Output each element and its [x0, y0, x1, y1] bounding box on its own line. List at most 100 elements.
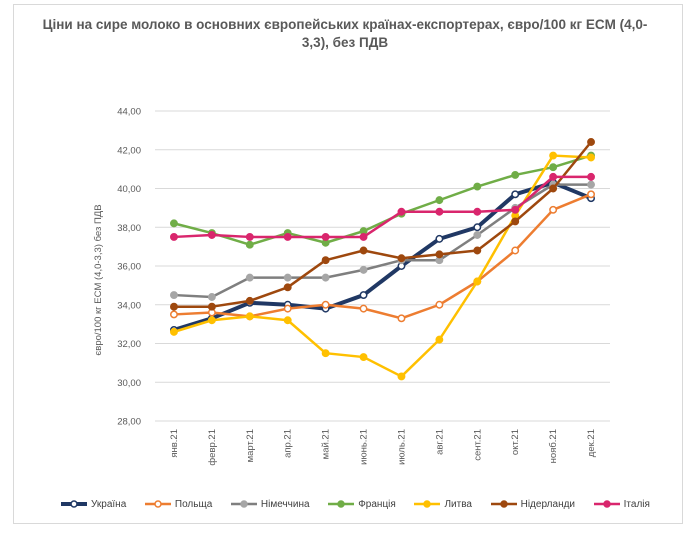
- x-tick-label: июль.21: [396, 429, 407, 465]
- data-point: [549, 205, 558, 214]
- data-point: [587, 172, 595, 181]
- data-point: [359, 246, 368, 255]
- data-point: [359, 232, 368, 241]
- series-line: [171, 180, 594, 332]
- legend-label: Італія: [623, 498, 650, 510]
- data-point: [283, 283, 292, 292]
- data-point: [207, 302, 216, 311]
- y-tick-label: 44,00: [117, 107, 141, 118]
- data-point: [397, 314, 406, 323]
- x-tick-label: авг.21: [434, 429, 445, 455]
- data-point: [435, 234, 444, 243]
- y-tick-label: 34,00: [117, 300, 141, 311]
- y-tick-label: 42,00: [117, 145, 141, 156]
- series-0: [170, 178, 595, 334]
- data-point: [511, 217, 520, 226]
- grid-lines: [155, 110, 610, 422]
- data-point: [207, 231, 216, 239]
- legend-label: Україна: [91, 498, 127, 510]
- x-tick-label: февр.21: [207, 429, 218, 466]
- data-point: [321, 349, 330, 358]
- data-point: [549, 172, 558, 181]
- legend-label: Нідерланди: [520, 498, 576, 510]
- data-point: [473, 246, 482, 255]
- data-point: [587, 153, 595, 162]
- data-point: [359, 304, 368, 313]
- data-point: [170, 302, 178, 311]
- legend-swatch: [61, 500, 87, 508]
- series-1: [170, 190, 595, 323]
- legend-label: Литва: [444, 498, 472, 510]
- data-point: [397, 254, 406, 263]
- legend-swatch: [230, 500, 257, 508]
- legend-swatch: [593, 500, 620, 508]
- y-tick-label: 38,00: [117, 223, 141, 234]
- x-tick-label: апр.21: [283, 429, 294, 458]
- data-point: [435, 207, 444, 216]
- data-point: [207, 293, 216, 301]
- y-axis-ticks: 28,00 30,00 32,00 34,00 36,00 38,00 40,00 42,00…: [117, 107, 141, 428]
- data-point: [549, 163, 558, 172]
- y-tick-label: 40,00: [117, 184, 141, 195]
- legend-label: Польща: [174, 498, 213, 510]
- series-line: [172, 140, 593, 308]
- chart-title: Ціни на сире молоко в основних європейсь…: [42, 17, 648, 50]
- data-point: [473, 207, 482, 216]
- data-point: [283, 273, 292, 282]
- data-point: [245, 232, 254, 241]
- legend-swatch: [328, 500, 355, 508]
- data-point: [587, 138, 595, 146]
- legend-swatch: [414, 500, 441, 508]
- data-point: [245, 273, 254, 282]
- data-point: [359, 265, 368, 274]
- data-point: [511, 246, 520, 255]
- data-point: [170, 291, 178, 300]
- legend-item: Нідерланди: [490, 499, 575, 510]
- data-point: [321, 232, 330, 241]
- legend-item: Франція: [327, 499, 396, 510]
- x-tick-label: март.21: [245, 429, 256, 462]
- series-line: [172, 175, 593, 239]
- data-point: [549, 184, 558, 193]
- x-tick-label: май.21: [321, 429, 332, 459]
- data-point: [359, 291, 368, 300]
- legend-label: Німеччина: [260, 498, 310, 510]
- chart-frame: [13, 4, 683, 524]
- data-point: [397, 207, 406, 216]
- data-point: [435, 196, 444, 205]
- x-tick-label: окт.21: [510, 429, 521, 455]
- series-line: [172, 193, 593, 320]
- data-point: [435, 300, 444, 309]
- y-tick-label: 28,00: [117, 417, 141, 428]
- data-point: [170, 310, 178, 319]
- series-6: [170, 172, 595, 241]
- x-tick-label: дек.21: [586, 429, 597, 457]
- legend-item: Польща: [144, 499, 212, 510]
- data-point: [283, 304, 292, 313]
- x-tick-label: янв.21: [169, 429, 180, 458]
- y-tick-label: 32,00: [117, 339, 141, 350]
- data-point: [397, 372, 406, 381]
- data-point: [473, 277, 482, 286]
- data-point: [207, 316, 216, 325]
- series-lines: [170, 138, 595, 381]
- legend-item: Німеччина: [230, 499, 310, 510]
- data-point: [473, 231, 482, 239]
- x-axis-ticks: янв.21 февр.21 март.21 апр.21 май.21 июнь.21 и…: [169, 429, 597, 466]
- data-point: [245, 296, 254, 305]
- data-point: [511, 170, 520, 179]
- data-point: [549, 151, 558, 160]
- data-point: [283, 232, 292, 241]
- series-line: [172, 154, 593, 246]
- data-point: [359, 353, 368, 362]
- data-point: [587, 180, 595, 189]
- y-tick-label: 30,00: [117, 378, 141, 389]
- data-point: [245, 312, 254, 321]
- data-point: [321, 256, 330, 265]
- legend-swatch: [144, 500, 171, 508]
- data-point: [511, 205, 520, 214]
- x-tick-label: сент.21: [472, 429, 483, 461]
- data-point: [473, 182, 482, 191]
- x-tick-label: нояб.21: [548, 429, 559, 463]
- data-point: [435, 250, 444, 259]
